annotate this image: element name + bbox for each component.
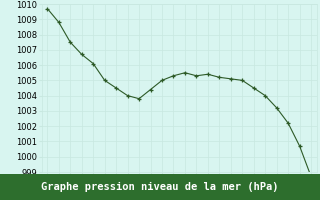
Text: Graphe pression niveau de la mer (hPa): Graphe pression niveau de la mer (hPa) (41, 182, 279, 192)
